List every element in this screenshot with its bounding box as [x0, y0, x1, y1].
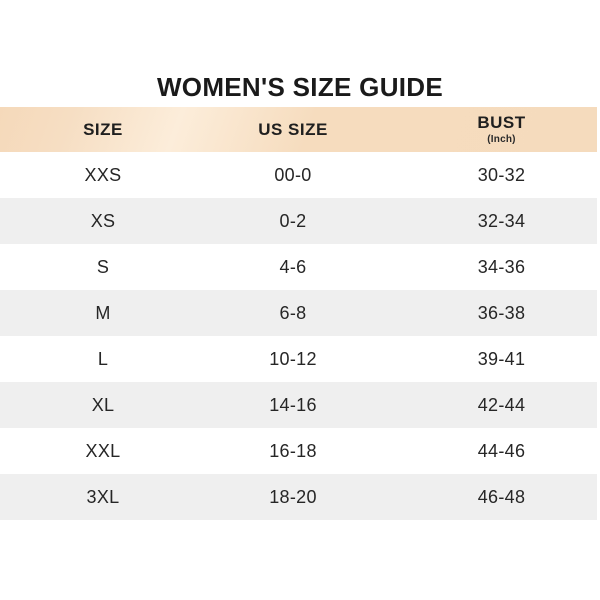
cell-size: 3XL — [86, 486, 120, 507]
cell-bust: 39-41 — [477, 348, 526, 369]
cell-size: XS — [90, 210, 116, 231]
page-title: WOMEN'S SIZE GUIDE — [156, 72, 444, 102]
table-row: M 6-8 36-38 — [0, 290, 597, 336]
cell-us-size: 00-0 — [274, 164, 312, 185]
cell-us-size: 10-12 — [269, 348, 317, 369]
cell-us-size: 0-2 — [279, 210, 307, 231]
table-header-row: SIZE US SIZE BUST (Inch) — [0, 107, 597, 152]
table-row: L 10-12 39-41 — [0, 336, 597, 382]
cell-bust: 36-38 — [477, 302, 526, 323]
cell-size: XXL — [85, 440, 121, 461]
header-cell-bust: BUST (Inch) — [393, 114, 600, 145]
cell-size: XL — [91, 394, 115, 415]
cell-size: S — [96, 256, 110, 277]
cell-us-size: 18-20 — [269, 486, 317, 507]
table-row: XXL 16-18 44-46 — [0, 428, 597, 474]
cell-size: M — [95, 302, 111, 323]
header-cell-size: SIZE — [83, 119, 123, 139]
header-cell-us-size: US SIZE — [258, 119, 328, 139]
table-row: XXS 00-0 30-32 — [0, 152, 597, 198]
cell-bust: 46-48 — [477, 486, 526, 507]
cell-bust: 44-46 — [477, 440, 526, 461]
size-guide-table: SIZE US SIZE BUST (Inch) XXS 00-0 30-32 … — [0, 107, 597, 520]
cell-us-size: 14-16 — [269, 394, 317, 415]
bust-header-label: BUST — [477, 113, 526, 132]
cell-bust: 32-34 — [477, 210, 526, 231]
cell-bust: 42-44 — [477, 394, 526, 415]
cell-bust: 30-32 — [477, 164, 526, 185]
cell-us-size: 16-18 — [269, 440, 317, 461]
table-row: XS 0-2 32-34 — [0, 198, 597, 244]
table-row: S 4-6 34-36 — [0, 244, 597, 290]
cell-size: L — [97, 348, 109, 369]
cell-bust: 34-36 — [477, 256, 526, 277]
bust-unit-label: (Inch) — [487, 134, 516, 145]
cell-size: XXS — [84, 164, 122, 185]
table-row: 3XL 18-20 46-48 — [0, 474, 597, 520]
cell-us-size: 4-6 — [279, 256, 307, 277]
table-row: XL 14-16 42-44 — [0, 382, 597, 428]
bust-header-stack: BUST (Inch) — [393, 114, 600, 145]
cell-us-size: 6-8 — [279, 302, 307, 323]
